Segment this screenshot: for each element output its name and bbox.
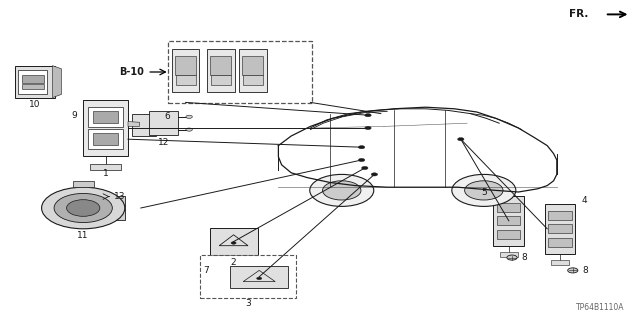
Text: 1: 1 [103, 169, 108, 178]
Circle shape [257, 277, 262, 280]
Bar [210, 228, 258, 255]
Circle shape [186, 128, 193, 131]
Text: 4: 4 [582, 196, 588, 205]
Text: 8: 8 [522, 253, 527, 262]
Bar [243, 75, 262, 85]
Circle shape [365, 114, 371, 117]
Bar [90, 164, 122, 170]
Bar [22, 75, 44, 83]
Text: 13: 13 [115, 192, 126, 201]
Circle shape [358, 146, 365, 149]
Bar [497, 216, 520, 225]
Bar [19, 70, 47, 93]
Text: FR.: FR. [570, 9, 589, 20]
Circle shape [371, 173, 378, 176]
Bar [548, 238, 572, 247]
Circle shape [323, 181, 361, 200]
Text: 11: 11 [77, 231, 89, 240]
Circle shape [42, 187, 125, 229]
Bar [239, 49, 267, 92]
Text: 8: 8 [582, 266, 588, 275]
Circle shape [365, 126, 371, 130]
Circle shape [150, 124, 157, 128]
Text: TP64B1110A: TP64B1110A [575, 303, 624, 312]
Bar [545, 204, 575, 253]
Bar [156, 127, 164, 132]
Circle shape [568, 268, 578, 273]
Circle shape [67, 200, 100, 216]
Bar [243, 56, 264, 75]
Bar [211, 75, 230, 85]
Text: 3: 3 [245, 300, 251, 308]
Bar [500, 252, 518, 257]
Text: 7: 7 [203, 266, 209, 275]
Bar [551, 260, 569, 265]
Bar [149, 111, 178, 135]
Polygon shape [128, 122, 140, 126]
Bar [493, 196, 524, 246]
Circle shape [362, 166, 368, 170]
Bar [175, 56, 196, 75]
Bar [15, 66, 55, 98]
Text: 10: 10 [29, 100, 41, 109]
Bar [93, 111, 118, 123]
Text: 12: 12 [157, 138, 169, 147]
Bar [175, 75, 195, 85]
Circle shape [186, 115, 193, 118]
Bar [230, 266, 288, 288]
Text: 2: 2 [231, 258, 236, 267]
Bar [73, 181, 93, 187]
Circle shape [452, 174, 516, 206]
Text: 5: 5 [481, 188, 487, 197]
Text: B-10: B-10 [119, 67, 144, 77]
Bar [132, 114, 156, 136]
Circle shape [465, 181, 503, 200]
Polygon shape [52, 66, 61, 98]
Bar [93, 133, 118, 145]
Bar [497, 230, 520, 239]
Bar [83, 100, 128, 156]
Bar [548, 224, 572, 233]
Bar [156, 116, 164, 124]
Circle shape [54, 193, 113, 223]
Bar [172, 49, 199, 92]
Bar [210, 56, 231, 75]
Bar [497, 203, 520, 212]
Bar [207, 49, 234, 92]
Circle shape [358, 158, 365, 162]
Bar [92, 196, 125, 220]
Bar [22, 84, 44, 89]
FancyBboxPatch shape [168, 41, 312, 103]
Circle shape [458, 138, 464, 141]
Bar [88, 107, 123, 127]
Circle shape [310, 174, 374, 206]
Bar [548, 211, 572, 220]
FancyBboxPatch shape [200, 255, 296, 298]
Circle shape [507, 255, 517, 260]
Text: 9: 9 [71, 111, 77, 120]
Bar [88, 129, 123, 149]
Text: 6: 6 [164, 112, 170, 121]
Circle shape [231, 242, 236, 244]
